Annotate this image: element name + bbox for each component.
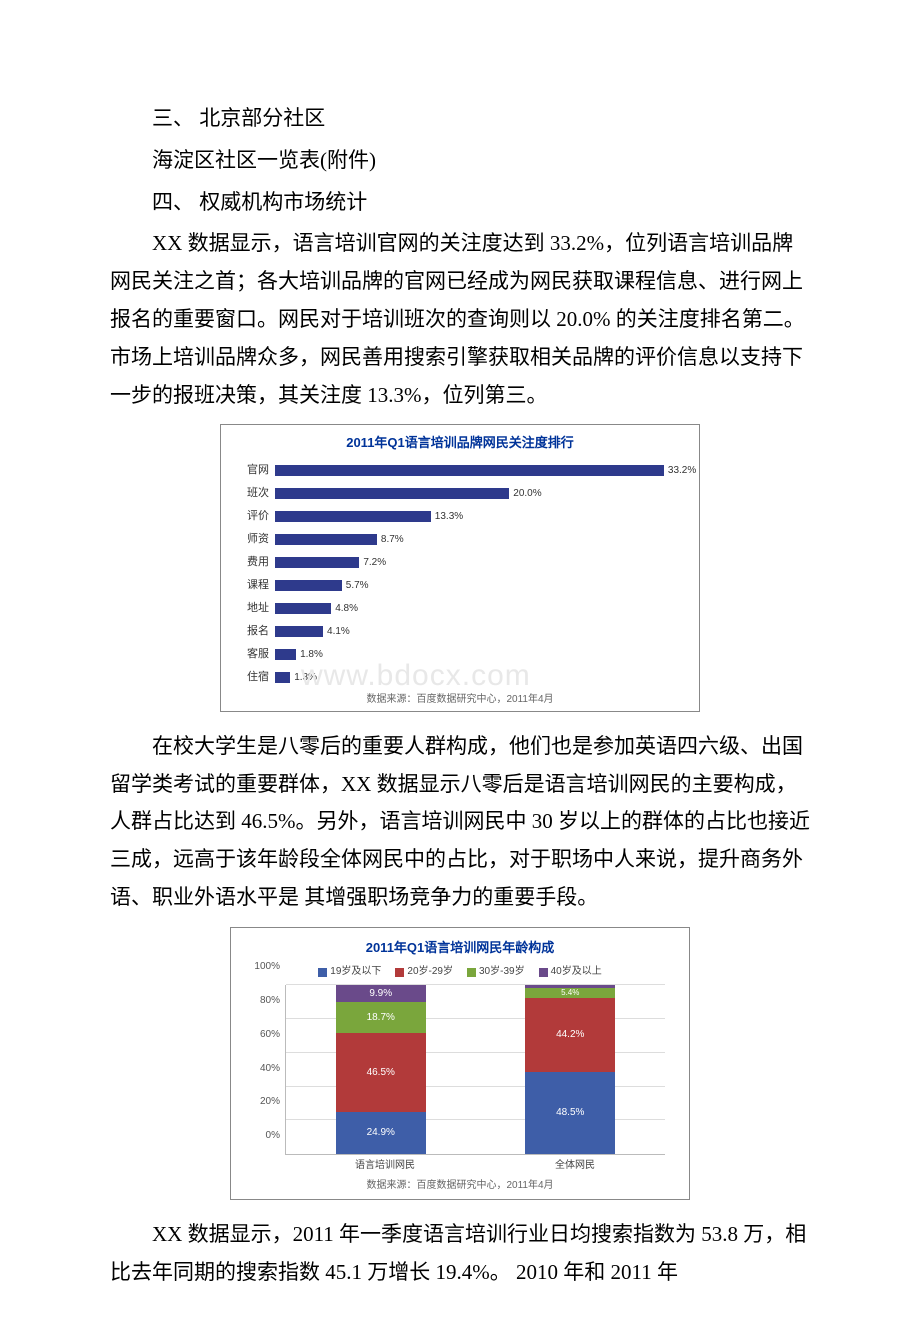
paragraph-2: 在校大学生是八零后的重要人群构成，他们也是参加英语四六级、出国留学类考试的重要群… [110, 728, 810, 917]
chart1-bar-value: 20.0% [513, 485, 541, 503]
legend-item: 30岁-39岁 [467, 963, 525, 981]
chart2-xlabels: 语言培训网民 全体网民 [285, 1157, 665, 1175]
chart1-bar-label: 报名 [235, 622, 275, 642]
ytick-label: 0% [266, 1127, 280, 1145]
chart1-bar-value: 8.7% [381, 531, 404, 549]
chart1-bar-fill [275, 557, 359, 568]
chart2-legend: 19岁及以下 20岁-29岁 30岁-39岁 40岁及以上 [249, 963, 671, 981]
chart1-bar-row: 地址4.8% [235, 599, 685, 619]
chart2-container: 2011年Q1语言培训网民年龄构成 19岁及以下 20岁-29岁 30岁-39岁 40… [110, 927, 810, 1200]
legend-label: 30岁-39岁 [479, 963, 525, 981]
chart1-bar-fill [275, 626, 323, 637]
chart1-bar-fill [275, 534, 377, 545]
stack-segment: 9.9% [336, 985, 426, 1002]
chart1-source: 数据来源：百度数据研究中心，2011年4月 [235, 691, 685, 709]
chart1-bar-label: 师资 [235, 530, 275, 550]
section-3-line: 海淀区社区一览表(附件) [110, 142, 810, 180]
chart1-bar-value: 7.2% [363, 554, 386, 572]
chart1-bars: 官网33.2%班次20.0%评价13.3%师资8.7%费用7.2%课程5.7%地… [235, 461, 685, 688]
chart1-bar-track: 4.1% [275, 626, 685, 637]
chart1-bar-value: 5.7% [346, 577, 369, 595]
stack-segment: 5.4% [525, 988, 615, 997]
section-4-title: 四、 权威机构市场统计 [110, 184, 810, 222]
legend-item: 19岁及以下 [318, 963, 381, 981]
chart1-bar-label: 住宿 [235, 668, 275, 688]
chart1-bar-value: 33.2% [668, 462, 696, 480]
stack-segment: 48.5% [525, 1072, 615, 1154]
legend-swatch [395, 968, 404, 977]
chart1-bar-fill [275, 603, 331, 614]
chart1-bar-track: 7.2% [275, 557, 685, 568]
chart1-title: 2011年Q1语言培训品牌网民关注度排行 [235, 431, 685, 454]
chart1-bar-row: 住宿1.3% [235, 668, 685, 688]
chart1-bar-track: 1.8% [275, 649, 685, 660]
chart1-bar-row: 客服1.8% [235, 645, 685, 665]
legend-label: 19岁及以下 [330, 963, 381, 981]
chart2-yaxis: 0%20%40%60%80%100% [250, 985, 284, 1154]
chart1-bar-track: 5.7% [275, 580, 685, 591]
ytick-label: 80% [260, 992, 280, 1010]
chart1-bar-track: 4.8% [275, 603, 685, 614]
ytick-label: 20% [260, 1093, 280, 1111]
chart1-bar-label: 班次 [235, 484, 275, 504]
stack-segment: 44.2% [525, 998, 615, 1073]
legend-swatch [539, 968, 548, 977]
stack-segment: 24.9% [336, 1112, 426, 1154]
legend-swatch [467, 968, 476, 977]
stack-segment: 18.7% [336, 1002, 426, 1034]
stack-segment: 46.5% [336, 1033, 426, 1112]
chart1-bar-value: 4.8% [335, 600, 358, 618]
stacked-column: 48.5%44.2%5.4% [525, 985, 615, 1154]
paragraph-1: XX 数据显示，语言培训官网的关注度达到 33.2%，位列语言培训品牌网民关注之… [110, 225, 810, 414]
ytick-label: 40% [260, 1060, 280, 1078]
chart1-bar-fill [275, 488, 509, 499]
chart1-bar-value: 4.1% [327, 623, 350, 641]
chart1-container: 2011年Q1语言培训品牌网民关注度排行 官网33.2%班次20.0%评价13.… [110, 424, 810, 711]
chart1-bar-track: 13.3% [275, 511, 685, 522]
chart1-bar-row: 官网33.2% [235, 461, 685, 481]
chart2: 2011年Q1语言培训网民年龄构成 19岁及以下 20岁-29岁 30岁-39岁 40… [230, 927, 690, 1200]
chart1-bar-label: 地址 [235, 599, 275, 619]
legend-swatch [318, 968, 327, 977]
chart1-bar-label: 官网 [235, 461, 275, 481]
legend-item: 20岁-29岁 [395, 963, 453, 981]
chart1-bar-row: 课程5.7% [235, 576, 685, 596]
chart1-bar-fill [275, 649, 296, 660]
chart1-bar-label: 客服 [235, 645, 275, 665]
chart2-source: 数据来源：百度数据研究中心，2011年4月 [249, 1177, 671, 1195]
chart1-bar-row: 班次20.0% [235, 484, 685, 504]
chart1-bar-row: 费用7.2% [235, 553, 685, 573]
chart1-bar-fill [275, 672, 290, 683]
chart1-bar-label: 评价 [235, 507, 275, 527]
chart1: 2011年Q1语言培训品牌网民关注度排行 官网33.2%班次20.0%评价13.… [220, 424, 700, 711]
chart1-bar-value: 13.3% [435, 508, 463, 526]
chart1-bar-track: 8.7% [275, 534, 685, 545]
chart1-bar-value: 1.3% [294, 669, 317, 687]
chart1-bar-row: 评价13.3% [235, 507, 685, 527]
chart1-bar-value: 1.8% [300, 646, 323, 664]
chart1-bar-fill [275, 465, 664, 476]
chart1-bar-row: 报名4.1% [235, 622, 685, 642]
xlabel: 全体网民 [555, 1157, 595, 1175]
xlabel: 语言培训网民 [355, 1157, 415, 1175]
legend-label: 40岁及以上 [551, 963, 602, 981]
chart1-bar-fill [275, 511, 431, 522]
chart1-bar-track: 1.3% [275, 672, 685, 683]
paragraph-3: XX 数据显示，2011 年一季度语言培训行业日均搜索指数为 53.8 万，相比… [110, 1216, 810, 1292]
stacked-column: 24.9%46.5%18.7%9.9% [336, 985, 426, 1154]
chart1-bar-row: 师资8.7% [235, 530, 685, 550]
legend-item: 40岁及以上 [539, 963, 602, 981]
legend-label: 20岁-29岁 [407, 963, 453, 981]
chart2-title: 2011年Q1语言培训网民年龄构成 [249, 936, 671, 959]
chart1-bar-label: 费用 [235, 553, 275, 573]
chart1-bar-track: 33.2% [275, 465, 685, 476]
ytick-label: 100% [254, 958, 280, 976]
chart2-plot: 0%20%40%60%80%100% 24.9%46.5%18.7%9.9%48… [285, 985, 665, 1155]
chart1-bar-fill [275, 580, 342, 591]
chart1-bar-label: 课程 [235, 576, 275, 596]
ytick-label: 60% [260, 1026, 280, 1044]
section-3-title: 三、 北京部分社区 [110, 100, 810, 138]
chart1-bar-track: 20.0% [275, 488, 685, 499]
chart2-columns: 24.9%46.5%18.7%9.9% 48.5%44.2%5.4% [286, 985, 665, 1154]
